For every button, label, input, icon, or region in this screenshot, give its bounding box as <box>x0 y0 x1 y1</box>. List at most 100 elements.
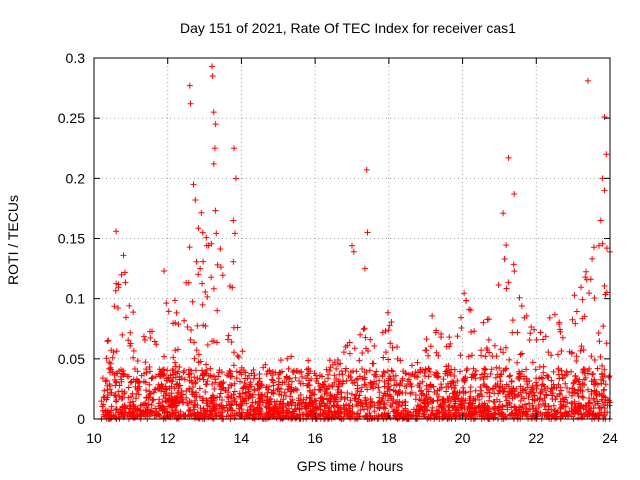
data-point <box>353 401 360 408</box>
data-point <box>413 412 420 419</box>
data-point <box>454 404 461 411</box>
data-point <box>204 378 211 385</box>
data-point <box>101 387 108 394</box>
data-point <box>523 366 530 373</box>
data-point <box>225 385 232 392</box>
data-point <box>224 336 231 343</box>
data-point <box>307 395 314 402</box>
data-point <box>149 328 156 335</box>
data-point <box>102 407 109 414</box>
data-point <box>392 372 399 379</box>
data-point <box>580 381 587 388</box>
data-point <box>596 338 603 345</box>
data-point <box>200 376 207 383</box>
data-point <box>252 410 259 417</box>
data-point <box>151 338 158 345</box>
data-point <box>242 389 249 396</box>
data-point <box>401 399 408 406</box>
data-point <box>440 414 447 421</box>
data-point <box>390 408 397 415</box>
y-tick-label: 0.1 <box>66 291 86 307</box>
data-point <box>481 365 488 372</box>
data-point <box>230 258 237 265</box>
data-point <box>103 355 110 362</box>
data-point <box>433 327 440 334</box>
data-point <box>465 353 472 360</box>
data-point <box>210 285 217 292</box>
data-point <box>542 406 549 413</box>
data-point <box>195 351 202 358</box>
data-point <box>208 63 215 70</box>
data-point <box>564 399 571 406</box>
data-point <box>273 398 280 405</box>
data-point <box>113 379 120 386</box>
data-point <box>130 376 137 383</box>
data-point <box>343 412 350 419</box>
data-point <box>563 384 570 391</box>
data-point <box>601 283 608 290</box>
data-point <box>276 410 283 417</box>
data-point <box>156 396 163 403</box>
data-point <box>433 369 440 376</box>
data-point <box>599 362 606 369</box>
data-point <box>148 407 155 414</box>
data-point <box>258 382 265 389</box>
data-point <box>286 409 293 416</box>
data-point <box>134 368 141 375</box>
data-point <box>233 401 240 408</box>
data-point <box>231 412 238 419</box>
data-point <box>138 409 145 416</box>
data-point <box>174 346 181 353</box>
data-point <box>498 406 505 413</box>
data-point <box>434 370 441 377</box>
data-point <box>485 336 492 343</box>
data-point <box>320 410 327 417</box>
data-point <box>396 398 403 405</box>
y-tick-label: 0.05 <box>58 351 85 367</box>
data-point <box>164 409 171 416</box>
data-point <box>207 365 214 372</box>
data-point <box>278 385 285 392</box>
data-point <box>467 307 474 314</box>
data-point <box>108 403 115 410</box>
data-point <box>136 379 143 386</box>
data-point <box>333 365 340 372</box>
data-point <box>497 346 504 353</box>
data-point <box>301 411 308 418</box>
data-point <box>518 350 525 357</box>
data-point <box>390 382 397 389</box>
data-point <box>539 375 546 382</box>
data-point <box>568 404 575 411</box>
data-point <box>114 305 121 312</box>
data-point <box>447 340 454 347</box>
data-point <box>246 381 253 388</box>
data-point <box>511 190 518 197</box>
data-point <box>152 373 159 380</box>
data-point <box>314 375 321 382</box>
data-point <box>268 398 275 405</box>
data-point <box>467 388 474 395</box>
data-point <box>570 409 577 416</box>
data-point <box>505 399 512 406</box>
data-point <box>563 369 570 376</box>
data-point <box>394 343 401 350</box>
data-point <box>502 366 509 373</box>
data-point <box>226 283 233 290</box>
data-point <box>260 364 267 371</box>
data-point <box>191 415 198 422</box>
data-point <box>212 121 219 128</box>
data-point <box>388 403 395 410</box>
data-point <box>423 391 430 398</box>
data-point <box>506 356 513 363</box>
data-point <box>462 397 469 404</box>
data-point <box>531 392 538 399</box>
data-point <box>212 207 219 214</box>
data-point <box>307 408 314 415</box>
y-tick-label: 0.3 <box>66 50 86 66</box>
x-tick-label: 18 <box>381 430 397 446</box>
data-point <box>382 392 389 399</box>
data-point <box>351 345 358 352</box>
data-point <box>497 378 504 385</box>
data-point <box>275 378 282 385</box>
data-point <box>250 375 257 382</box>
